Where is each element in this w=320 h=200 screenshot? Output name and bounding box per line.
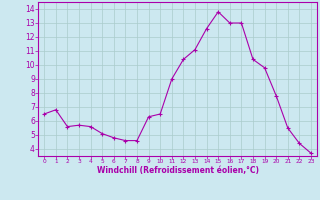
X-axis label: Windchill (Refroidissement éolien,°C): Windchill (Refroidissement éolien,°C) xyxy=(97,166,259,175)
